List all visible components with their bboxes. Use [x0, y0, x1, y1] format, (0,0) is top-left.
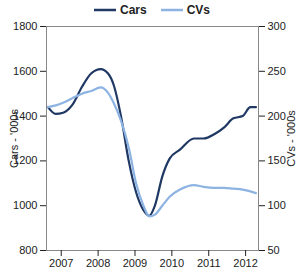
- svg-text:2011: 2011: [197, 257, 221, 269]
- svg-text:2010: 2010: [160, 257, 184, 269]
- svg-text:CVs - '000s: CVs - '000s: [285, 110, 297, 167]
- svg-text:1200: 1200: [13, 154, 38, 167]
- svg-text:50: 50: [268, 244, 280, 256]
- svg-text:Cars - '000s: Cars - '000s: [8, 109, 20, 168]
- svg-text:250: 250: [268, 65, 286, 77]
- svg-text:1600: 1600: [13, 65, 37, 77]
- html-text:Cars: Cars: [120, 3, 147, 17]
- svg-text:150: 150: [268, 154, 286, 166]
- svg-text:100: 100: [268, 199, 286, 211]
- svg-text:1000: 1000: [13, 199, 37, 211]
- svg-text:800: 800: [19, 244, 37, 256]
- svg-text:2007: 2007: [49, 257, 73, 269]
- svg-text:300: 300: [268, 20, 286, 32]
- svg-text:200: 200: [268, 110, 286, 122]
- svg-text:2008: 2008: [86, 257, 110, 269]
- svg-text:1400: 1400: [13, 109, 38, 122]
- html-text:CVs: CVs: [186, 3, 210, 17]
- svg-text:1800: 1800: [13, 20, 37, 32]
- svg-text:2012: 2012: [233, 257, 257, 269]
- svg-text:2009: 2009: [123, 257, 147, 269]
